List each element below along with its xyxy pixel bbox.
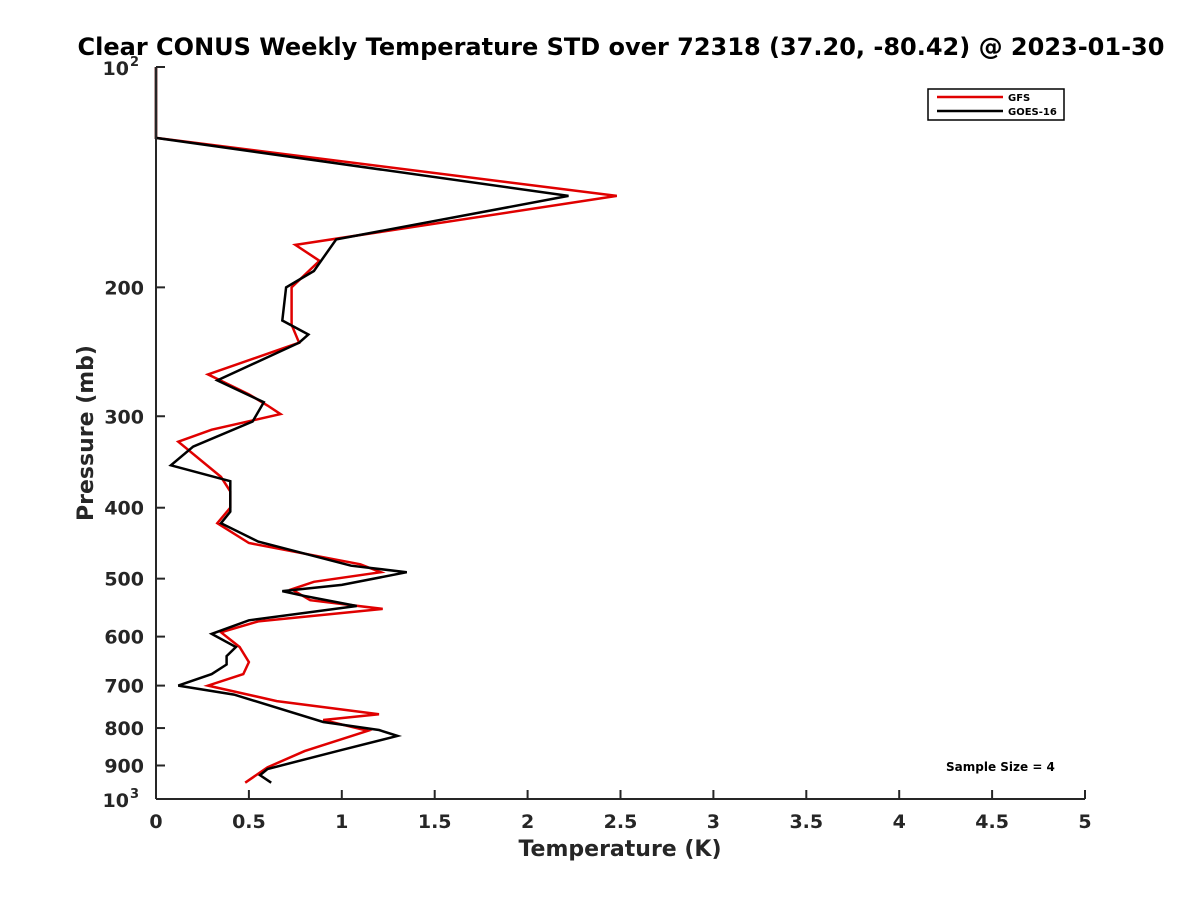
x-tick-label: 2.5 bbox=[604, 811, 638, 833]
x-tick-label: 4 bbox=[893, 811, 906, 833]
y-tick-label: 200 bbox=[104, 277, 144, 299]
y-tick-label-exponent: 3 bbox=[130, 787, 139, 802]
y-tick-label: 800 bbox=[104, 718, 144, 740]
series-layer bbox=[154, 67, 617, 784]
legend-box bbox=[927, 88, 1065, 121]
x-tick-label: 3 bbox=[707, 811, 720, 833]
y-tick-label: 900 bbox=[104, 756, 144, 778]
x-tick-label: 5 bbox=[1078, 811, 1091, 833]
x-tick-label: 2 bbox=[521, 811, 534, 833]
legend: GFS GOES-16 bbox=[927, 88, 1065, 121]
legend-label-goes16: GOES-16 bbox=[1008, 107, 1057, 118]
plot-area: 0 0.5 1 1.5 2 2.5 3 3.5 4 4.5 5 10 2200300400500600… bbox=[103, 55, 1092, 833]
x-tick-label: 1.5 bbox=[418, 811, 452, 833]
x-ticks: 0 0.5 1 1.5 2 2.5 3 3.5 4 4.5 5 bbox=[149, 790, 1092, 833]
x-tick-label: 0.5 bbox=[232, 811, 266, 833]
y-axis-label: Pressure (mb) bbox=[74, 345, 99, 521]
chart-title: Clear CONUS Weekly Temperature STD over … bbox=[78, 33, 1165, 61]
y-tick-label: 500 bbox=[104, 569, 144, 591]
series-line-goes16 bbox=[154, 67, 569, 784]
y-tick-label: 400 bbox=[104, 498, 144, 520]
y-tick-label: 300 bbox=[104, 406, 144, 428]
y-tick-label-power: 10 bbox=[103, 58, 129, 80]
legend-label-gfs: GFS bbox=[1008, 93, 1030, 104]
y-tick-label-power: 10 bbox=[103, 790, 129, 812]
x-tick-label: 1 bbox=[335, 811, 348, 833]
x-tick-label: 3.5 bbox=[789, 811, 823, 833]
x-axis-label: Temperature (K) bbox=[518, 837, 721, 862]
x-tick-label: 0 bbox=[149, 811, 162, 833]
y-tick-label: 700 bbox=[104, 676, 144, 698]
y-tick-label-exponent: 2 bbox=[130, 55, 139, 70]
y-tick-label: 600 bbox=[104, 627, 144, 649]
sample-size-annotation: Sample Size = 4 bbox=[946, 760, 1055, 774]
x-tick-label: 4.5 bbox=[975, 811, 1009, 833]
